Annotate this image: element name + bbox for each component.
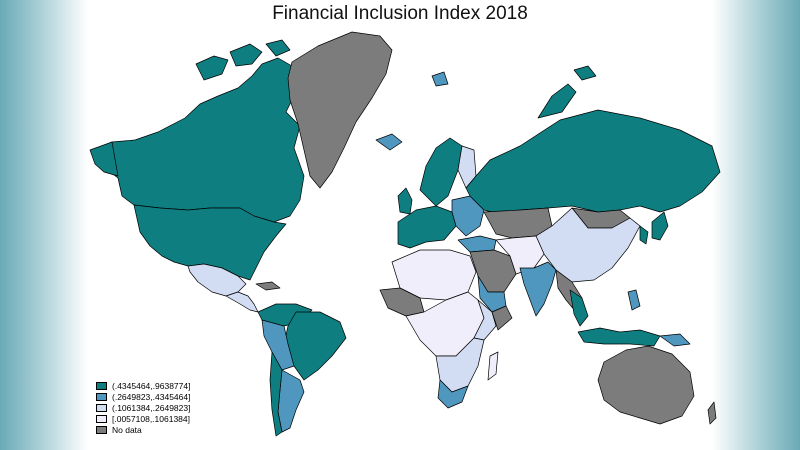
region-australia[interactable] [597, 345, 695, 425]
legend-item: [.0057108,.1061384] [96, 413, 190, 424]
region-svalbard[interactable] [431, 71, 449, 87]
region-south-africa[interactable] [437, 379, 469, 409]
region-russia[interactable] [465, 109, 721, 215]
region-madagascar[interactable] [487, 351, 499, 381]
region-india[interactable] [519, 261, 557, 317]
legend-label: (.1061384,.2649823] [112, 402, 191, 413]
legend-swatch [96, 392, 107, 401]
legend-label: [.0057108,.1061384] [112, 413, 190, 424]
legend-item: (.4345464,.9638774] [96, 380, 190, 391]
region-uk[interactable] [397, 187, 413, 215]
region-turkey[interactable] [457, 235, 497, 253]
region-korea-japan[interactable] [639, 211, 669, 245]
region-greenland[interactable] [287, 31, 393, 189]
region-png[interactable] [659, 333, 691, 347]
region-new-zealand[interactable] [707, 401, 717, 425]
legend-label: No data [112, 424, 142, 435]
legend-swatch [96, 414, 107, 423]
region-indonesia[interactable] [577, 327, 661, 347]
left-blur-panel [0, 0, 88, 450]
region-philippines[interactable] [627, 289, 641, 311]
region-usa[interactable] [133, 204, 287, 281]
region-middle-east[interactable] [469, 249, 517, 293]
region-canada[interactable] [94, 57, 305, 223]
region-chile[interactable] [269, 351, 283, 437]
legend-swatch [96, 403, 107, 412]
legend-label: (.2649823,.4345464] [112, 391, 191, 402]
region-brazil[interactable] [283, 311, 347, 381]
region-western-europe[interactable] [397, 205, 457, 249]
legend-item: (.2649823,.4345464] [96, 391, 190, 402]
region-scandinavia[interactable] [419, 137, 463, 207]
region-iran-pakistan[interactable] [495, 235, 545, 275]
region-alaska[interactable] [89, 141, 119, 177]
region-thailand-malaysia[interactable] [569, 289, 589, 327]
legend-item: (.1061384,.2649823] [96, 402, 190, 413]
legend-item: No data [96, 424, 190, 435]
region-finland[interactable] [457, 145, 477, 189]
map-title: Financial Inclusion Index 2018 [272, 3, 528, 24]
region-peru-bolivia[interactable] [261, 319, 295, 371]
region-iceland[interactable] [375, 133, 403, 151]
legend-swatch [96, 381, 107, 390]
right-blur-panel [712, 0, 800, 450]
legend-label: (.4345464,.9638774] [112, 380, 191, 391]
region-horn-africa[interactable] [491, 305, 513, 331]
region-central-america[interactable] [225, 291, 259, 313]
map-legend: (.4345464,.9638774] (.2649823,.4345464] … [96, 380, 190, 435]
region-russia-arctic-islands[interactable] [537, 65, 597, 119]
region-caribbean[interactable] [255, 281, 281, 291]
region-argentina[interactable] [277, 369, 305, 433]
legend-swatch [96, 425, 107, 434]
region-arctic-islands[interactable] [195, 39, 291, 81]
